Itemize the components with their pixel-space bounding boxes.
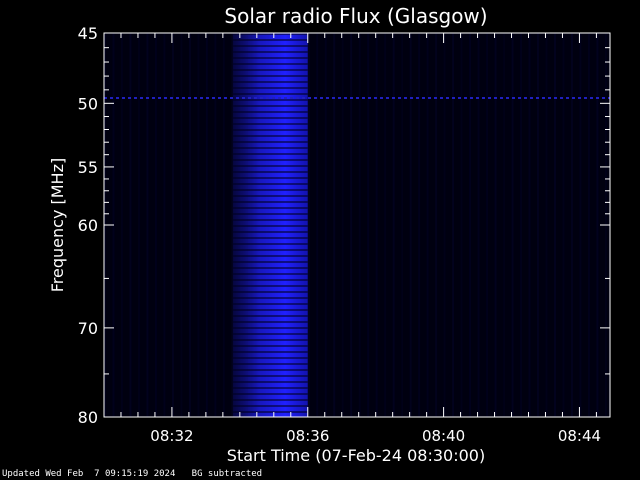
x-tick-label: 08:36 [286,427,329,445]
plot-area [103,32,611,418]
noise-column [452,33,455,417]
noise-column [137,33,140,417]
noise-column [367,33,370,417]
noise-column [469,33,472,417]
y-tick-label: 70 [78,319,98,338]
noise-column [435,33,438,417]
y-axis-ticks: 45 50 55 60 70 80 [78,24,610,427]
noise-column [171,33,174,417]
noise-column [553,33,556,417]
x-tick-label: 08:40 [422,427,465,445]
updated-timestamp: Updated Wed Feb 7 09:15:19 2024 [2,469,176,479]
noise-column [231,33,234,417]
noise-column [375,33,378,417]
status-footer: Updated Wed Feb 7 09:15:19 2024 BG subtr… [2,469,262,479]
noise-column [180,33,183,417]
noise-column [511,33,514,417]
noise-column [503,33,506,417]
noise-column [222,33,225,417]
noise-column [350,33,353,417]
noise-column [307,33,310,417]
noise-column [358,33,361,417]
chart-title: Solar radio Flux (Glasgow) [224,4,487,28]
y-tick-label: 50 [78,94,98,113]
x-axis-label: Start Time (07-Feb-24 08:30:00) [227,446,485,465]
noise-column [214,33,217,417]
noise-column [324,33,327,417]
noise-column [596,33,599,417]
noise-column [477,33,480,417]
noise-column [460,33,463,417]
noise-column [562,33,565,417]
noise-column [154,33,157,417]
x-tick-label: 08:44 [558,427,601,445]
background-noise-columns [104,33,607,417]
noise-column [587,33,590,417]
noise-column [528,33,531,417]
noise-column [316,33,319,417]
noise-column [579,33,582,417]
y-tick-label: 55 [78,158,98,177]
noise-column [392,33,395,417]
noise-column [384,33,387,417]
noise-column [494,33,497,417]
noise-column [536,33,539,417]
y-tick-label: 45 [78,24,98,43]
noise-column [486,33,489,417]
noise-column [520,33,523,417]
noise-column [146,33,149,417]
noise-column [570,33,573,417]
y-tick-label: 60 [78,216,98,235]
y-tick-label: 80 [78,408,98,427]
noise-column [426,33,429,417]
burst-striation [233,33,308,417]
noise-column [418,33,421,417]
noise-column [409,33,412,417]
noise-column [545,33,548,417]
x-axis-ticks: 08:32 08:36 08:40 08:44 [120,33,601,445]
bg-note: BG subtracted [191,469,263,479]
noise-column [188,33,191,417]
noise-column [129,33,132,417]
noise-column [197,33,200,417]
x-tick-label: 08:32 [150,427,193,445]
noise-column [120,33,123,417]
noise-column [205,33,208,417]
noise-column [341,33,344,417]
y-axis-label: Frequency [MHz] [48,158,67,292]
spectrogram-background [104,33,610,417]
noise-column [401,33,404,417]
noise-column [333,33,336,417]
noise-column [163,33,166,417]
noise-column [443,33,446,417]
